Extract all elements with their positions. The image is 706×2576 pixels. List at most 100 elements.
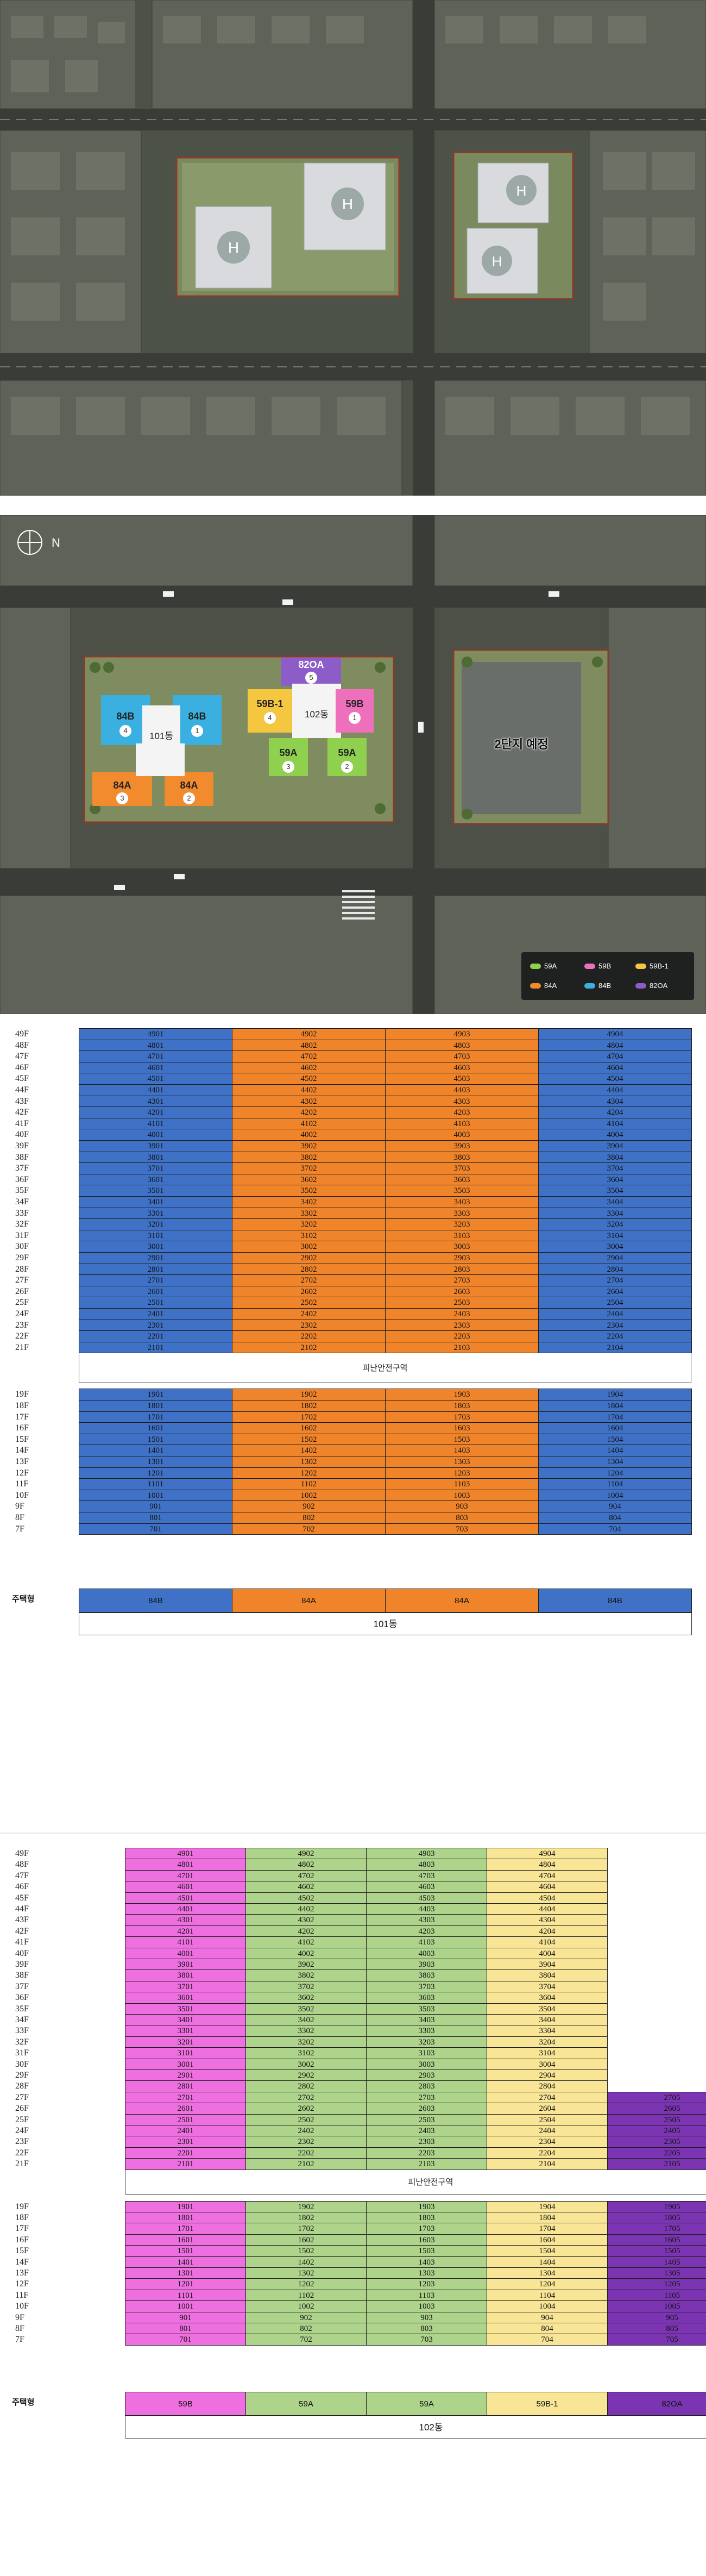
unit-cell: 902 (232, 1500, 386, 1512)
floor-label: 36F (15, 1174, 29, 1184)
unit-cell: 2301 (125, 2136, 246, 2148)
floor-label: 28F (15, 2081, 29, 2091)
floor-label: 13F (15, 1457, 29, 1466)
floor-label: 10F (15, 2302, 29, 2311)
unit-cell: 1904 (487, 2200, 608, 2212)
unit-cell: 3604 (487, 1992, 608, 2004)
unit-cell: 3804 (538, 1151, 692, 1164)
floor-label: 15F (15, 1434, 29, 1444)
unit-cell: 3503 (385, 1185, 539, 1197)
unit-cell: 1105 (607, 2289, 706, 2302)
unit-cell: 3203 (385, 1218, 539, 1230)
unit-type-legend: 59A 59B 59B-1 84A 84B 82OA (521, 952, 694, 1000)
unit-cell: 3704 (487, 1980, 608, 1993)
unit-cell: 4902 (232, 1028, 386, 1040)
unit-cell: 1203 (385, 1467, 539, 1479)
unit-cell: 1102 (245, 2289, 367, 2302)
unit-cell: 2504 (487, 2114, 608, 2125)
unit-type-cell: 59A (245, 2391, 367, 2416)
unit-cell: 3504 (538, 1185, 692, 1197)
floor-label: 33F (15, 1208, 29, 1218)
unit-cell: 2303 (385, 1319, 539, 1331)
label-84A-left: 84A (113, 780, 131, 791)
legend-label-82OA: 82OA (650, 981, 668, 990)
unit-cell: 2505 (607, 2114, 706, 2125)
unit-cell: 704 (487, 2334, 608, 2346)
unit-cell: 2101 (79, 1341, 232, 1354)
num-59B-1: 4 (264, 712, 276, 724)
legend-label-59A: 59A (544, 962, 557, 970)
unit-cell: 2205 (607, 2147, 706, 2159)
unit-type-header: 주택형 (12, 2397, 35, 2407)
unit-cell: 4903 (385, 1028, 539, 1040)
floor-label: 10F (15, 1490, 29, 1500)
floor-label: 29F (15, 1253, 29, 1262)
unit-cell: 4202 (232, 1106, 386, 1118)
unit-cell: 3701 (79, 1162, 232, 1174)
unit-cell: 1301 (79, 1456, 232, 1468)
floor-label: 9F (15, 1502, 24, 1511)
unit-cell: 2804 (487, 2080, 608, 2092)
unit-cell: 4802 (245, 1859, 367, 1871)
unit-cell: 2701 (125, 2091, 246, 2104)
floor-label: 43F (15, 1096, 29, 1106)
unit-cell: 4802 (232, 1039, 386, 1052)
floor-label: 38F (15, 1971, 29, 1980)
floor-label: 11F (15, 2290, 29, 2300)
unit-cell: 2703 (385, 1274, 539, 1286)
unit-cell: 1604 (538, 1422, 692, 1434)
floor-label: 44F (15, 1904, 29, 1914)
unit-cell: 804 (538, 1512, 692, 1524)
unit-cell: 2502 (232, 1297, 386, 1309)
floor-label: 25F (15, 1298, 29, 1308)
unit-cell: 4401 (125, 1903, 246, 1915)
floor-label: 37F (15, 1164, 29, 1173)
unit-cell: 2403 (366, 2125, 487, 2137)
unit-cell: 3304 (487, 2025, 608, 2037)
floor-label: 19F (15, 2202, 29, 2211)
unit-cell: 1602 (232, 1422, 386, 1434)
unit-cell: 2202 (245, 2147, 367, 2159)
unit-cell: 2403 (385, 1308, 539, 1320)
unit-cell: 2102 (245, 2158, 367, 2170)
unit-cell: 1902 (232, 1389, 386, 1400)
unit-cell: 2203 (385, 1330, 539, 1342)
unit-cell: 2803 (385, 1263, 539, 1276)
unit-cell: 4602 (232, 1061, 386, 1074)
unit-cell: 1104 (538, 1478, 692, 1490)
unit-cell: 904 (538, 1500, 692, 1512)
unit-cell: 4702 (245, 1870, 367, 1882)
unit-cell: 4902 (245, 1848, 367, 1860)
unit-cell: 2902 (232, 1252, 386, 1264)
unit-cell: 803 (385, 1512, 539, 1524)
unit-cell: 4203 (366, 1925, 487, 1937)
unit-cell: 701 (79, 1523, 232, 1535)
unit-cell: 2702 (245, 2091, 367, 2104)
unit-cell: 4401 (79, 1084, 232, 1096)
unit-cell: 3504 (487, 2003, 608, 2015)
unit-cell: 1001 (79, 1489, 232, 1502)
unit-cell: 4701 (79, 1051, 232, 1062)
unit-cell: 3102 (245, 2047, 367, 2059)
floor-label: 30F (15, 2059, 29, 2069)
unit-cell: 1103 (366, 2289, 487, 2302)
floor-label: 25F (15, 2115, 29, 2124)
unit-cell: 903 (366, 2311, 487, 2323)
unit-cell: 1601 (125, 2234, 246, 2246)
unit-cell: 3703 (385, 1162, 539, 1174)
floor-label: 13F (15, 2268, 29, 2278)
floor-label: 46F (15, 1062, 29, 1072)
unit-cell: 3801 (79, 1151, 232, 1164)
unit-cell: 1104 (487, 2289, 608, 2302)
unit-cell: 4104 (538, 1117, 692, 1130)
label-84A-right: 84A (180, 780, 198, 791)
unit-cell: 3703 (366, 1980, 487, 1993)
unit-cell: 1903 (385, 1389, 539, 1400)
unit-cell: 4801 (79, 1039, 232, 1052)
unit-cell: 4703 (385, 1051, 539, 1062)
unit-cell: 4601 (125, 1881, 246, 1893)
floor-label: 32F (15, 1220, 29, 1229)
unit-cell: 3003 (385, 1241, 539, 1253)
unit-cell: 3303 (366, 2025, 487, 2037)
unit-cell: 1002 (245, 2300, 367, 2312)
